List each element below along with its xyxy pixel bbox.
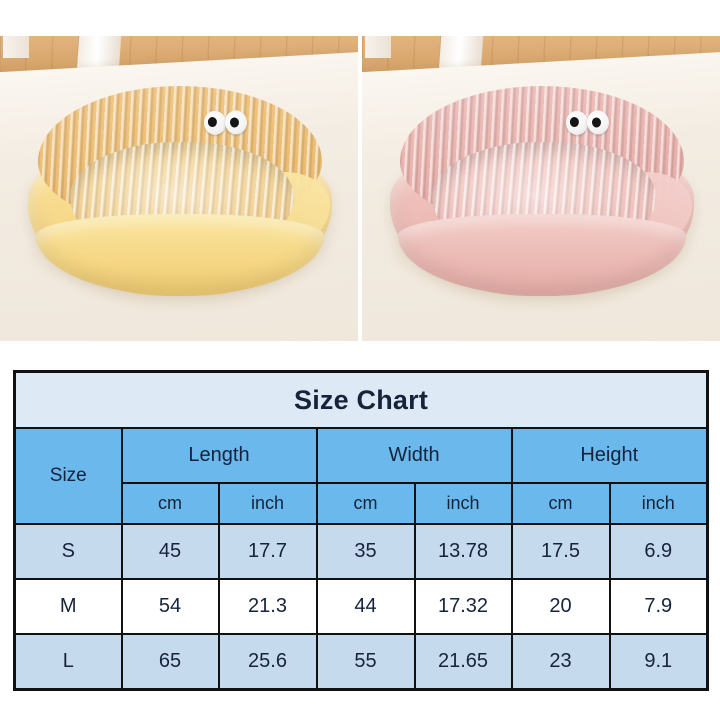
cell-size: M	[13, 578, 123, 635]
pupil-right	[229, 117, 240, 128]
cell-length-inch: 21.3	[217, 578, 318, 635]
eye-left	[203, 110, 227, 136]
photo-top-band	[0, 0, 358, 38]
header-height: Height	[510, 427, 709, 484]
product-photo-pink[interactable]	[362, 0, 720, 341]
size-chart-title-row: Size Chart	[13, 370, 709, 429]
cell-length-cm: 54	[120, 578, 220, 635]
cell-length-cm: 45	[120, 523, 220, 580]
header-unit-width-cm: cm	[315, 481, 416, 526]
cell-height-cm: 17.5	[510, 523, 611, 580]
size-chart-table: Size Chart Size Length Width Height cm i…	[13, 370, 710, 691]
cell-height-cm: 20	[510, 578, 611, 635]
bed-front-lip	[36, 214, 324, 296]
product-image-strip	[0, 0, 720, 341]
cell-size: S	[13, 523, 123, 580]
header-size: Size	[13, 427, 123, 525]
furniture-leg-far	[3, 36, 29, 58]
header-unit-height-inch: inch	[608, 481, 709, 526]
room-scene-pink	[362, 0, 720, 341]
header-unit-length-cm: cm	[120, 481, 220, 526]
room-scene-yellow	[0, 0, 358, 341]
cell-size: L	[13, 633, 123, 691]
cell-length-inch: 17.7	[217, 523, 318, 580]
size-chart-group-header-row: Size Length Width Height	[13, 427, 709, 525]
size-chart-container: Size Chart Size Length Width Height cm i…	[13, 370, 710, 691]
googly-eyes-icon	[203, 108, 251, 137]
cell-width-inch: 17.32	[413, 578, 513, 635]
cell-width-cm: 44	[315, 578, 416, 635]
table-row: L 65 25.6 55 21.65 23 9.1	[13, 633, 709, 691]
cell-width-cm: 55	[315, 633, 416, 691]
cell-height-inch: 6.9	[608, 523, 709, 580]
table-row: S 45 17.7 35 13.78 17.5 6.9	[13, 523, 709, 580]
product-photo-yellow[interactable]	[0, 0, 358, 341]
cell-width-inch: 13.78	[413, 523, 513, 580]
googly-eyes-icon	[565, 108, 613, 137]
pet-bed-pink	[388, 86, 696, 298]
furniture-leg-far	[365, 36, 391, 58]
pupil-left	[569, 116, 580, 128]
header-width: Width	[315, 427, 513, 484]
eye-left	[565, 110, 589, 136]
cell-length-inch: 25.6	[217, 633, 318, 691]
pupil-left	[207, 116, 218, 128]
table-row: M 54 21.3 44 17.32 20 7.9	[13, 578, 709, 635]
eye-right	[224, 109, 248, 136]
bed-front-lip	[398, 214, 686, 296]
cell-height-inch: 9.1	[608, 633, 709, 691]
cell-height-inch: 7.9	[608, 578, 709, 635]
size-chart-title: Size Chart	[13, 370, 709, 429]
pet-bed-yellow	[26, 86, 334, 298]
eye-right	[586, 109, 610, 136]
header-unit-width-inch: inch	[413, 481, 513, 526]
cell-height-cm: 23	[510, 633, 611, 691]
pupil-right	[591, 117, 602, 128]
header-unit-height-cm: cm	[510, 481, 611, 526]
cell-width-cm: 35	[315, 523, 416, 580]
photo-top-band	[362, 0, 720, 38]
header-unit-length-inch: inch	[217, 481, 318, 526]
size-chart-unit-header-row: cm inch cm inch cm inch	[15, 481, 709, 526]
cell-length-cm: 65	[120, 633, 220, 691]
cell-width-inch: 21.65	[413, 633, 513, 691]
header-length: Length	[120, 427, 318, 484]
